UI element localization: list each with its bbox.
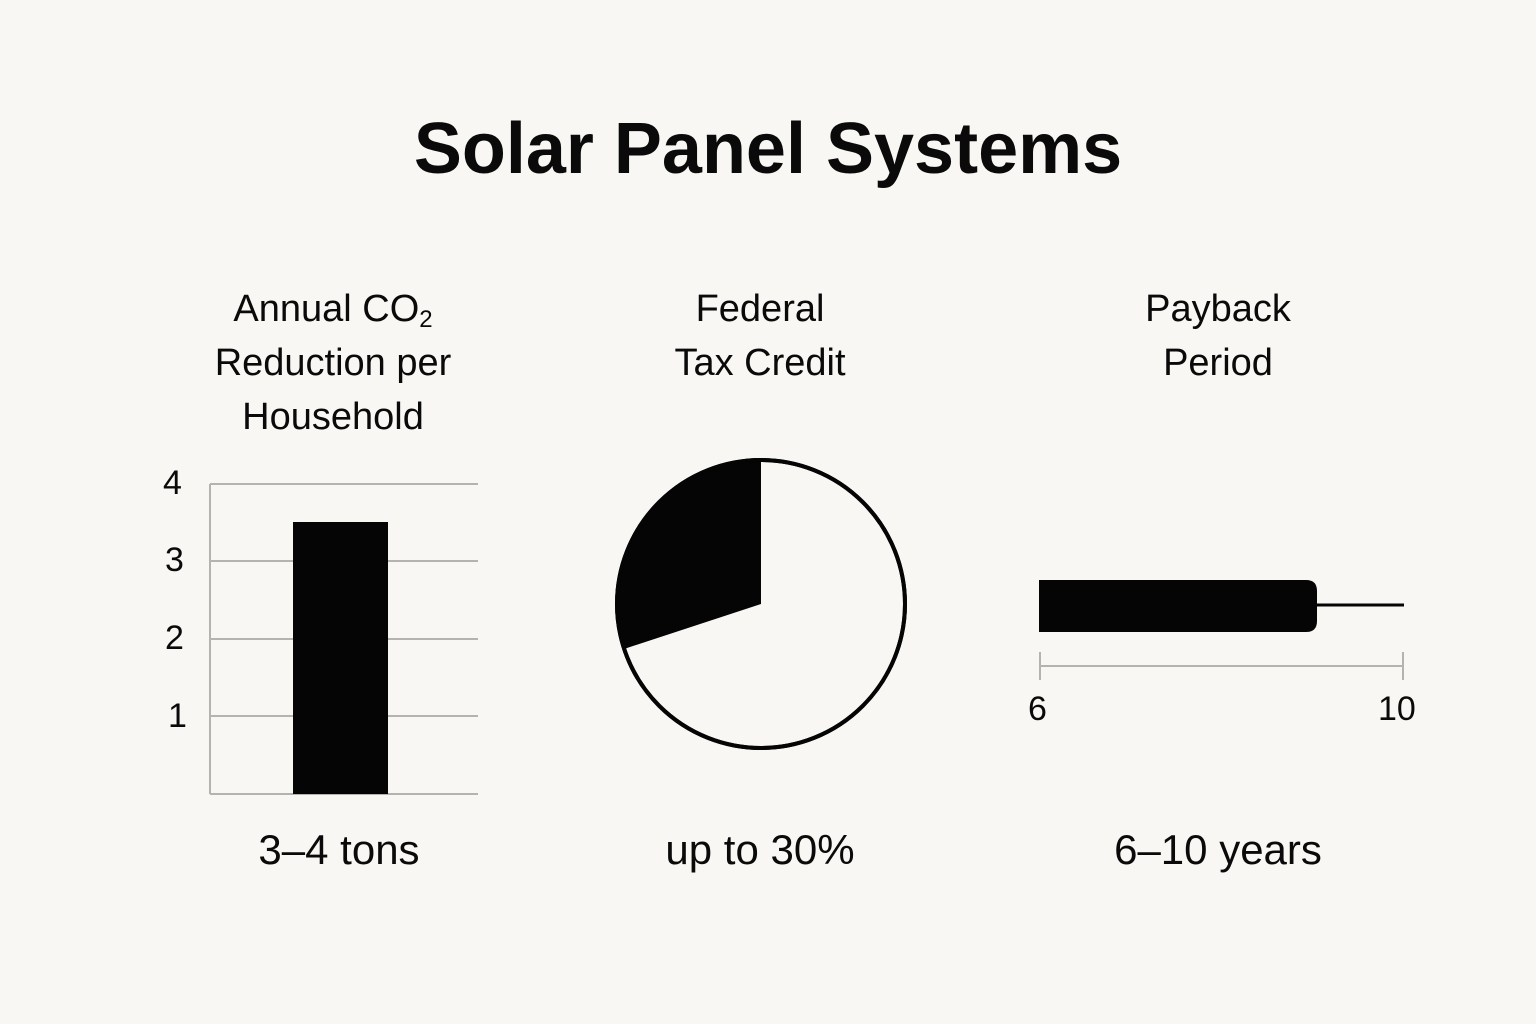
pie-border [615,458,907,750]
x-tick-10: 10 [1378,690,1416,728]
co2-value-label: 3–4 tons [258,826,420,873]
tax-credit-pie-chart [615,458,907,750]
co2-bar [293,522,388,794]
x-tick-6: 6 [1028,690,1047,728]
y-tick-4: 4 [163,464,182,502]
payback-title-line1: Payback [1145,288,1291,330]
co2-title-line1: Annual CO [233,288,420,330]
co2-title-line3: Household [242,396,424,438]
y-tick-3: 3 [165,541,184,579]
payback-bar [1039,580,1317,632]
y-tick-1: 1 [168,697,187,735]
co2-panel-title: Annual CO2 Reduction per Household [133,282,533,444]
pie-slice-30-percent [616,459,761,649]
tax-credit-value-label: up to 30% [665,826,855,873]
co2-bar-chart [209,483,478,795]
y-tick-2: 2 [165,619,184,657]
payback-value-label: 6–10 years [1114,826,1322,873]
payback-range-chart [1039,580,1404,680]
tax-credit-panel-title: Federal Tax Credit [560,282,960,390]
co2-title-line2: Reduction per [214,342,452,384]
co2-title-subscript: 2 [419,306,433,333]
tax-title-line1: Federal [695,288,825,330]
tax-title-line2: Tax Credit [674,342,846,384]
payback-panel-title: Payback Period [1018,282,1418,390]
payback-title-line2: Period [1163,342,1273,384]
page-title: Solar Panel Systems [413,109,1123,189]
